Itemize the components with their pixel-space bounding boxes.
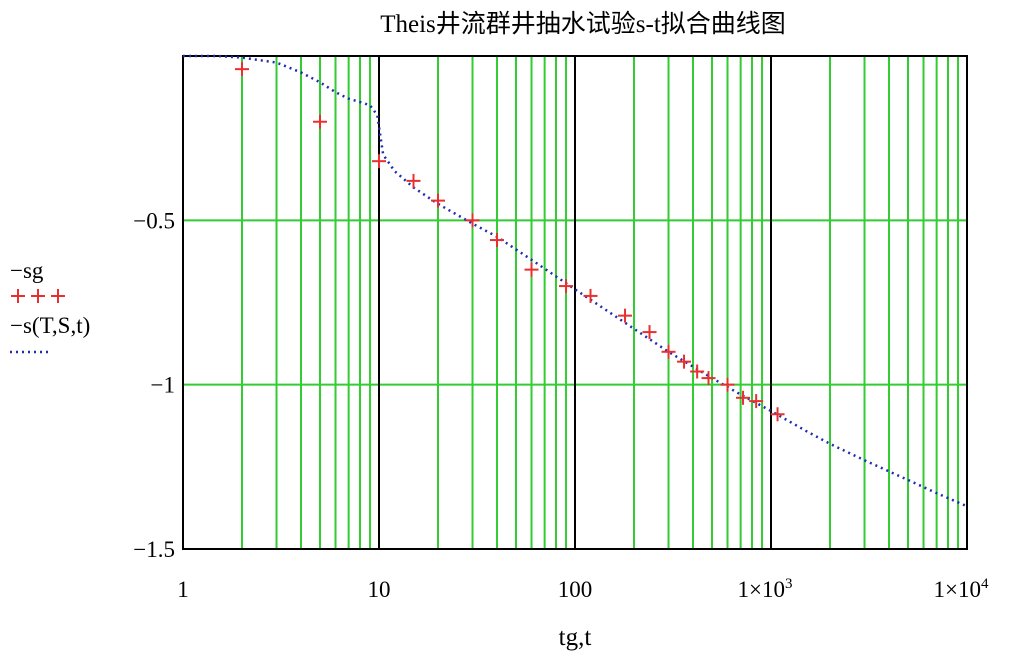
data-point-sg [465, 213, 480, 228]
series-line-s-T-S-t [183, 54, 968, 508]
series-layer [183, 54, 968, 508]
chart-title: Theis井流群井抽水试验s-t拟合曲线图 [380, 10, 786, 38]
legend-label-sg: −sg [10, 258, 44, 283]
data-point-sg [235, 62, 250, 77]
legend-label-s-T-S-t: −s(T,S,t) [10, 313, 90, 338]
legend-marker-sg [51, 289, 65, 303]
data-point-sg [490, 233, 505, 248]
data-point-sg [720, 377, 735, 392]
y-tick-label: −1 [151, 373, 175, 398]
x-tick-label: 10 [368, 577, 391, 602]
data-point-sg [431, 193, 446, 208]
legend-marker-sg [11, 289, 25, 303]
legend: −sg −s(T,S,t) [10, 258, 90, 354]
data-point-sg [559, 279, 574, 294]
data-point-sg [583, 288, 598, 303]
data-point-sg [524, 262, 539, 277]
legend-marker-sg [31, 289, 45, 303]
x-axis-label: tg,t [559, 624, 592, 651]
x-tick-label: 1×104 [934, 576, 989, 602]
x-tick-exponent: 3 [785, 576, 793, 592]
data-point-sg [749, 394, 764, 409]
data-point-sg [736, 390, 751, 405]
x-tick-label: 100 [558, 577, 593, 602]
grid-layer [183, 56, 967, 549]
data-point-sg [770, 407, 785, 422]
data-point-sg [642, 325, 657, 340]
data-point-sg [312, 114, 327, 129]
data-point-sg [372, 154, 386, 169]
data-point-sg [677, 354, 692, 369]
data-point-sg [406, 173, 421, 188]
y-tick-label: −1.5 [133, 537, 175, 562]
ticks-layer: 1 10 100 1×103 1×104 −0.5 −1 −1.5 [133, 208, 989, 602]
data-point-sg [690, 364, 705, 379]
data-point-sg [661, 344, 676, 359]
y-tick-label: −0.5 [133, 208, 175, 233]
data-point-sg [618, 308, 633, 323]
x-tick-label: 1 [177, 577, 189, 602]
x-tick-label: 1×103 [738, 576, 793, 602]
plot-frame [182, 55, 968, 550]
x-tick-exponent: 4 [981, 576, 989, 592]
data-point-sg [701, 371, 716, 386]
